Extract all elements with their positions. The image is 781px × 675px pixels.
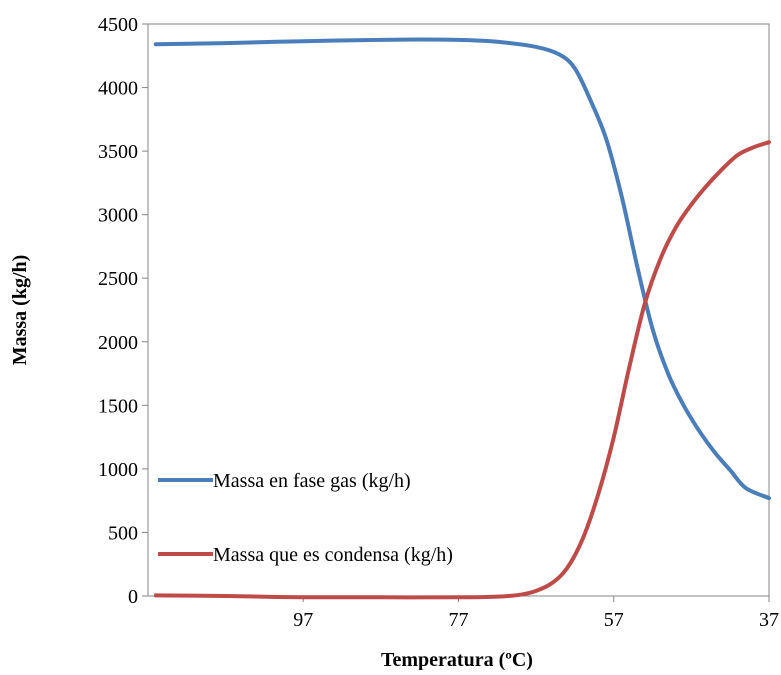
legend-label-condensa: Massa que es condensa (kg/h): [213, 544, 453, 566]
legend-label-gas: Massa en fase gas (kg/h): [213, 470, 411, 492]
x-tick-label: 97: [293, 609, 313, 631]
series-line-gas: [153, 37, 771, 501]
axes-layer: 0 500 1000 1500 2000 2500 3000 3500 4000 4500 97 77…: [98, 14, 779, 631]
x-tick-label: 57: [604, 609, 624, 631]
y-tick-label: 3000: [98, 205, 138, 227]
y-tick-label: 2000: [98, 332, 138, 354]
y-tick-label: 0: [128, 586, 138, 608]
legend: Massa en fase gas (kg/h) Massa que es co…: [158, 470, 453, 566]
y-tick-label: 4000: [98, 78, 138, 100]
series-line-condensa: [153, 140, 771, 600]
x-tick-label: 37: [759, 609, 779, 631]
y-tick-label: 4500: [98, 14, 138, 36]
y-axis-title: Massa (kg/h): [9, 255, 31, 366]
y-tick-label: 1000: [98, 459, 138, 481]
y-tick-label: 1500: [98, 395, 138, 417]
y-tick-label: 500: [108, 522, 138, 544]
plot-area-border: [147, 23, 770, 597]
y-tick-label: 3500: [98, 141, 138, 163]
series-layer: [153, 37, 771, 600]
y-tick-label: 2500: [98, 268, 138, 290]
x-axis-title: Temperatura (ºC): [381, 649, 533, 670]
x-tick-label: 77: [449, 609, 469, 631]
